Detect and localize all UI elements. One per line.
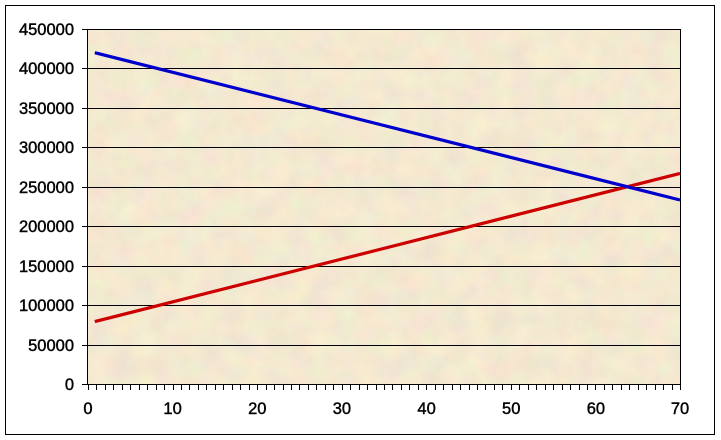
svg-text:100000: 100000 <box>19 297 74 315</box>
svg-text:40: 40 <box>417 400 435 418</box>
svg-text:0: 0 <box>65 376 74 394</box>
svg-text:60: 60 <box>587 400 605 418</box>
svg-text:50000: 50000 <box>28 337 74 355</box>
svg-text:0: 0 <box>83 400 92 418</box>
svg-text:300000: 300000 <box>19 139 74 157</box>
svg-text:450000: 450000 <box>19 21 74 39</box>
svg-text:350000: 350000 <box>19 100 74 118</box>
svg-text:50: 50 <box>502 400 520 418</box>
svg-text:70: 70 <box>671 400 689 418</box>
svg-text:10: 10 <box>163 400 181 418</box>
svg-text:400000: 400000 <box>19 60 74 78</box>
svg-text:150000: 150000 <box>19 258 74 276</box>
svg-text:200000: 200000 <box>19 218 74 236</box>
svg-text:20: 20 <box>248 400 266 418</box>
svg-text:250000: 250000 <box>19 179 74 197</box>
svg-text:30: 30 <box>333 400 351 418</box>
